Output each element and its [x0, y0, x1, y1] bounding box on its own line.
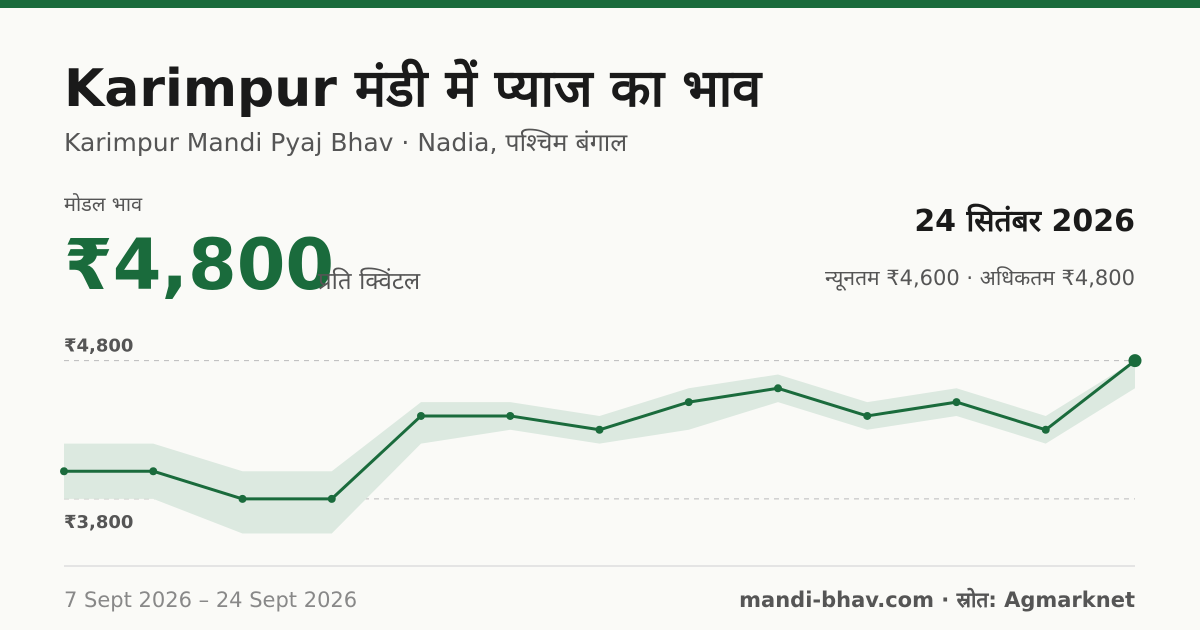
- point: [506, 411, 515, 420]
- range-band: [64, 360, 1135, 534]
- point: [149, 467, 158, 476]
- price: ₹4,800: [64, 224, 334, 306]
- y-tick-label: ₹4,800: [64, 336, 133, 357]
- source: mandi-bhav.com · स्रोत: Agmarknet: [739, 587, 1135, 612]
- price-unit: प्रति क्विंटल: [318, 267, 421, 295]
- point: [60, 467, 68, 476]
- price-range: न्यूनतम ₹4,600 · अधिकतम ₹4,800: [825, 266, 1135, 291]
- top-bar: [0, 0, 1200, 8]
- point: [774, 384, 782, 393]
- date: 24 सितंबर 2026: [914, 203, 1135, 239]
- point: [1128, 354, 1142, 368]
- point: [595, 425, 604, 434]
- price-label: मोडल भाव: [64, 192, 143, 216]
- period: 7 Sept 2026 – 24 Sept 2026: [64, 588, 357, 612]
- title: Karimpur मंडी में प्याज का भाव: [64, 58, 763, 119]
- point: [327, 494, 336, 503]
- point: [863, 411, 872, 420]
- point: [238, 494, 247, 503]
- point: [952, 398, 961, 407]
- y-tick-label: ₹3,800: [64, 512, 133, 533]
- point: [417, 411, 425, 420]
- point: [1041, 425, 1050, 434]
- subtitle: Karimpur Mandi Pyaj Bhav · Nadia, पश्चिम…: [64, 128, 628, 157]
- point: [684, 398, 693, 407]
